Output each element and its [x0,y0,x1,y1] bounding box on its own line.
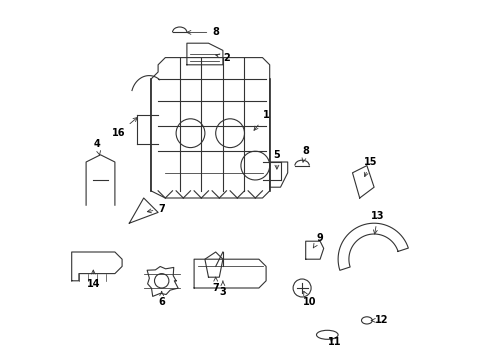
Text: 8: 8 [302,146,308,162]
Text: 8: 8 [186,27,219,37]
Text: 4: 4 [93,139,101,155]
Text: 10: 10 [302,291,315,307]
Text: 14: 14 [86,270,100,289]
Text: 2: 2 [215,53,229,63]
Text: 15: 15 [363,157,376,176]
Text: 13: 13 [370,211,384,234]
Text: 6: 6 [158,292,165,307]
Text: 11: 11 [327,337,341,347]
Text: 16: 16 [112,118,137,138]
Text: 12: 12 [370,315,387,325]
Text: 9: 9 [313,233,323,248]
Text: 1: 1 [253,110,269,130]
Text: 5: 5 [273,150,280,169]
Text: 7: 7 [212,277,219,293]
Text: 3: 3 [219,281,226,297]
Text: 7: 7 [147,204,165,214]
